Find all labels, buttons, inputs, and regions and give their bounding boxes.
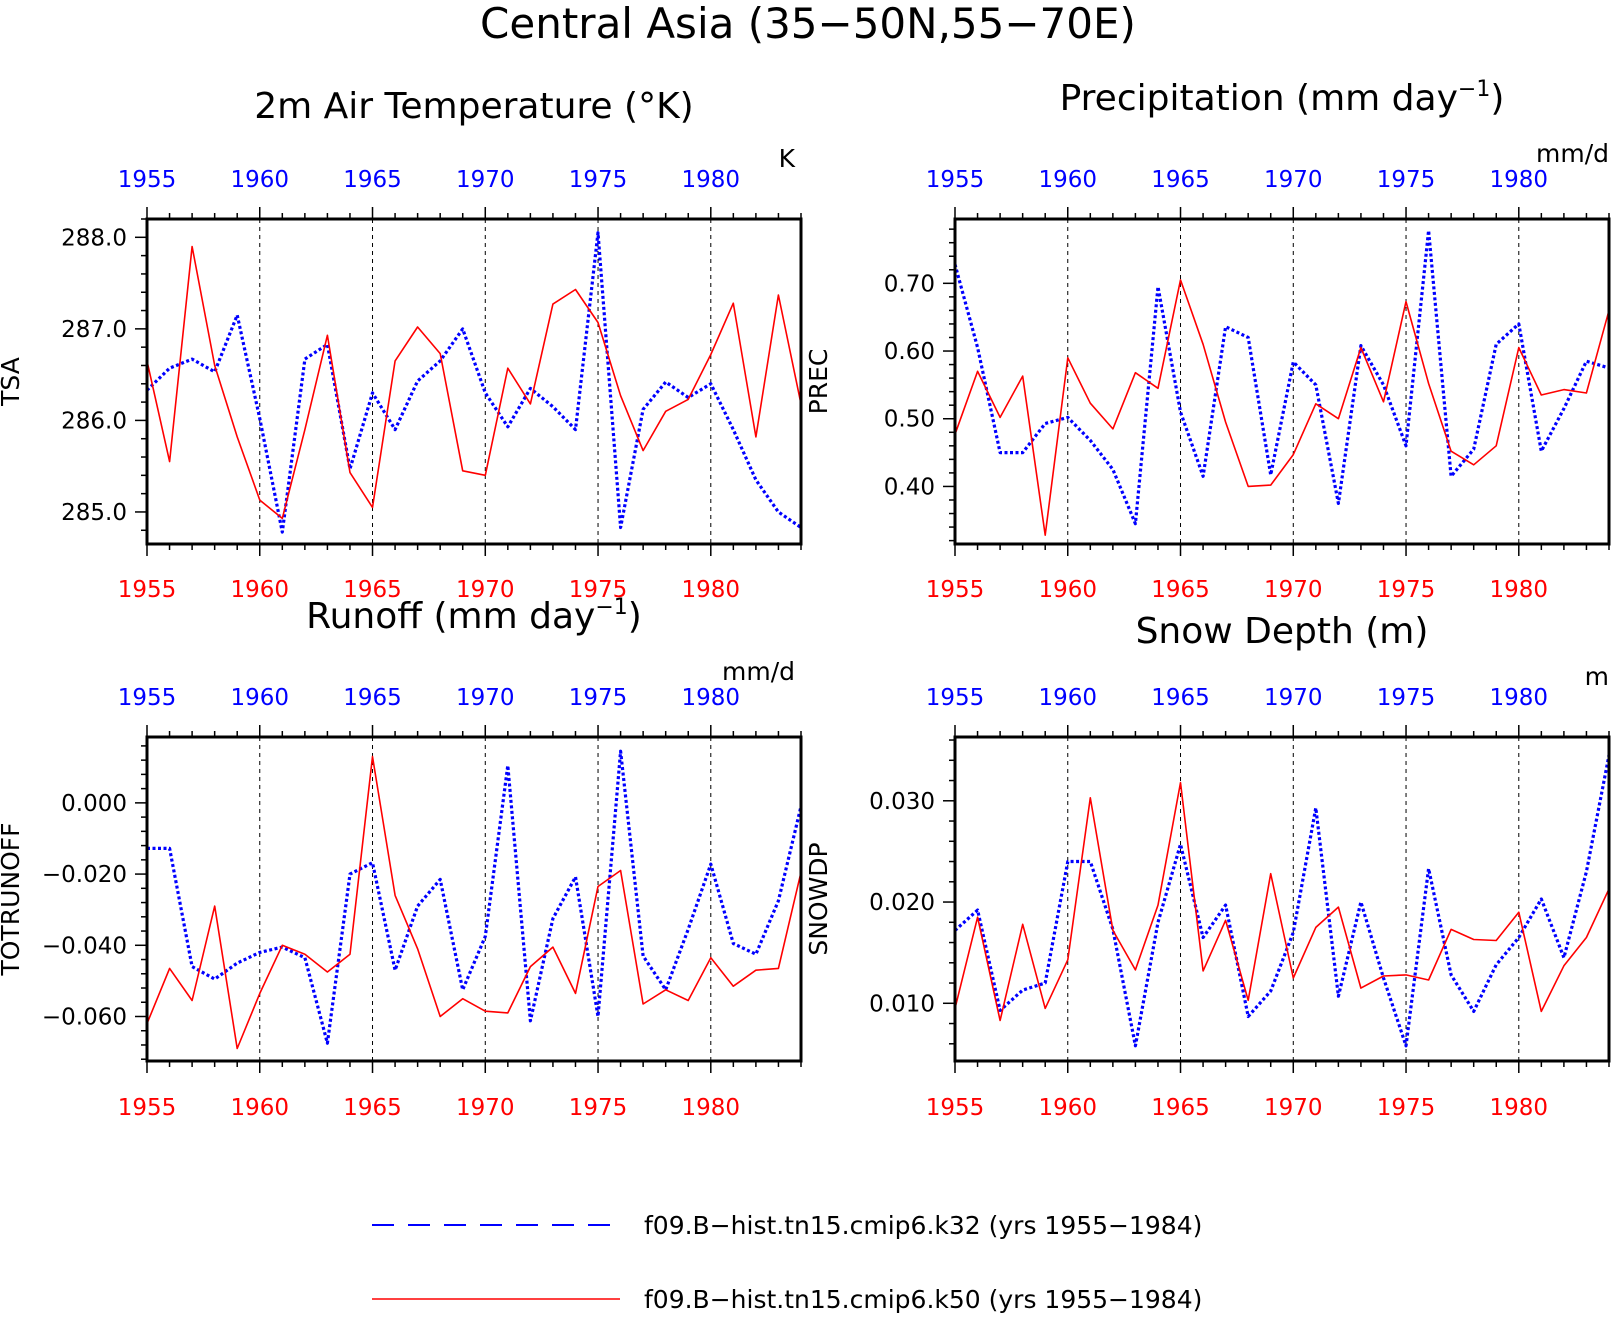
- y-tick-label: 0.70: [884, 271, 935, 297]
- legend-label: f09.B−hist.tn15.cmip6.k50 (yrs 1955−1984…: [644, 1285, 1202, 1314]
- x-tick-label-bottom: 1970: [456, 1095, 515, 1121]
- y-tick-label: 0.50: [884, 407, 935, 433]
- x-tick-label-bottom: 1970: [1264, 1095, 1323, 1121]
- x-tick-label-top: 1980: [682, 685, 741, 711]
- chart-title: Snow Depth (m): [1136, 611, 1429, 652]
- x-tick-label-top: 1955: [118, 685, 177, 711]
- units-label: m: [1585, 662, 1609, 691]
- legend-item-1: f09.B−hist.tn15.cmip6.k32 (yrs 1955−1984…: [372, 1211, 1202, 1240]
- chart-title: Precipitation (mm day−1): [1060, 77, 1505, 119]
- page-title: Central Asia (35−50N,55−70E): [480, 0, 1136, 48]
- x-tick-label-bottom: 1960: [230, 1095, 289, 1121]
- y-tick-label: 288.0: [61, 225, 127, 251]
- chart-panel-4: Snow Depth (m) m SNOWDP 0.010 0.020 0.030 1955…: [804, 611, 1611, 1121]
- y-tick-label: 0.020: [869, 890, 935, 916]
- x-tick-label-top: 1955: [926, 167, 985, 193]
- x-tick-label-bottom: 1965: [343, 577, 402, 603]
- series-line-k32: [147, 231, 801, 534]
- series-line-k50: [955, 279, 1609, 537]
- y-axis-label: PREC: [804, 349, 833, 415]
- x-tick-label-bottom: 1975: [569, 577, 628, 603]
- x-tick-label-top: 1960: [1038, 685, 1097, 711]
- x-tick-label-top: 1975: [1377, 685, 1436, 711]
- x-tick-label-top: 1975: [569, 167, 628, 193]
- y-tick-label: −0.060: [42, 1004, 127, 1030]
- chart-panel-3: Runoff (mm day−1) mm/d TOTRUNOFF −0.060 −0.0…: [0, 595, 803, 1121]
- x-tick-label-bottom: 1975: [569, 1095, 628, 1121]
- y-tick-label: 0.60: [884, 339, 935, 365]
- y-tick-label: 0.010: [869, 991, 935, 1017]
- plot-frame: [953, 735, 1611, 1063]
- x-tick-label-bottom: 1975: [1377, 577, 1436, 603]
- series-line-k50: [147, 245, 801, 520]
- y-tick-label: 0.40: [884, 474, 935, 500]
- series-line-k50: [147, 755, 801, 1050]
- units-label: mm/d: [1536, 139, 1609, 168]
- x-tick-label-bottom: 1980: [682, 1095, 741, 1121]
- x-tick-label-top: 1975: [1377, 167, 1436, 193]
- x-tick-label-bottom: 1965: [1151, 1095, 1210, 1121]
- units-label: K: [779, 144, 796, 173]
- chart-panel-2: Precipitation (mm day−1) mm/d PREC 0.40 0.50…: [804, 77, 1611, 603]
- x-tick-label-top: 1970: [1264, 167, 1323, 193]
- y-tick-label: 0.000: [61, 791, 127, 817]
- series-line-k50: [955, 781, 1609, 1022]
- plot-frame: [145, 217, 803, 546]
- x-tick-label-top: 1960: [230, 167, 289, 193]
- x-tick-label-bottom: 1955: [118, 577, 177, 603]
- x-tick-label-bottom: 1965: [1151, 577, 1210, 603]
- y-axis-label: SNOWDP: [804, 842, 833, 955]
- plot-frame: [953, 217, 1611, 546]
- y-tick-label: −0.020: [42, 862, 127, 888]
- x-tick-label-bottom: 1955: [118, 1095, 177, 1121]
- units-label: mm/d: [722, 657, 795, 686]
- y-axis-label: TOTRUNOFF: [0, 822, 25, 976]
- x-tick-label-top: 1965: [1151, 685, 1210, 711]
- x-tick-label-bottom: 1980: [682, 577, 741, 603]
- x-tick-label-top: 1965: [343, 167, 402, 193]
- legend-label: f09.B−hist.tn15.cmip6.k32 (yrs 1955−1984…: [644, 1211, 1202, 1240]
- x-tick-label-bottom: 1980: [1490, 1095, 1549, 1121]
- legend: f09.B−hist.tn15.cmip6.k32 (yrs 1955−1984…: [372, 1211, 1202, 1314]
- x-tick-label-bottom: 1960: [1038, 577, 1097, 603]
- x-tick-label-bottom: 1975: [1377, 1095, 1436, 1121]
- y-tick-label: 285.0: [61, 500, 127, 526]
- y-tick-label: 286.0: [61, 408, 127, 434]
- x-tick-label-bottom: 1965: [343, 1095, 402, 1121]
- series-line-k32: [147, 749, 801, 1045]
- x-tick-label-top: 1980: [1490, 167, 1549, 193]
- plot-frame: [145, 735, 803, 1063]
- y-tick-label: −0.040: [42, 933, 127, 959]
- x-tick-label-top: 1965: [1151, 167, 1210, 193]
- y-tick-label: 0.030: [869, 789, 935, 815]
- x-tick-label-top: 1965: [343, 685, 402, 711]
- x-tick-label-bottom: 1970: [1264, 577, 1323, 603]
- x-tick-label-bottom: 1955: [926, 1095, 985, 1121]
- series-line-k32: [955, 754, 1609, 1048]
- series-line-k32: [955, 228, 1609, 526]
- y-tick-label: 287.0: [61, 317, 127, 343]
- x-tick-label-top: 1955: [118, 167, 177, 193]
- x-tick-label-bottom: 1955: [926, 577, 985, 603]
- x-tick-label-top: 1970: [456, 167, 515, 193]
- x-tick-label-bottom: 1960: [1038, 1095, 1097, 1121]
- x-tick-label-top: 1980: [682, 167, 741, 193]
- chart-title: Runoff (mm day−1): [306, 595, 642, 637]
- x-tick-label-top: 1960: [230, 685, 289, 711]
- x-tick-label-top: 1955: [926, 685, 985, 711]
- x-tick-label-top: 1960: [1038, 167, 1097, 193]
- x-tick-label-top: 1975: [569, 685, 628, 711]
- chart-title: 2m Air Temperature (°K): [254, 86, 693, 127]
- x-tick-label-bottom: 1970: [456, 577, 515, 603]
- legend-item-2: f09.B−hist.tn15.cmip6.k50 (yrs 1955−1984…: [372, 1285, 1202, 1314]
- x-tick-label-top: 1980: [1490, 685, 1549, 711]
- x-tick-label-bottom: 1960: [230, 577, 289, 603]
- chart-panel-1: 2m Air Temperature (°K) K TSA 285.0 286.0 287…: [0, 86, 803, 603]
- x-tick-label-top: 1970: [456, 685, 515, 711]
- x-tick-label-bottom: 1980: [1490, 577, 1549, 603]
- x-tick-label-top: 1970: [1264, 685, 1323, 711]
- chart-panels: 2m Air Temperature (°K) K TSA 285.0 286.0 287…: [0, 77, 1611, 1121]
- y-axis-label: TSA: [0, 357, 25, 407]
